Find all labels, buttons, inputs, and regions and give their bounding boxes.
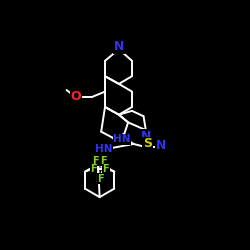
Text: HN: HN (95, 144, 112, 154)
Text: F: F (97, 174, 104, 184)
Text: O: O (70, 90, 81, 104)
Text: N: N (156, 139, 166, 152)
Text: F: F (90, 164, 97, 174)
Text: F: F (102, 164, 109, 174)
Text: N: N (114, 40, 124, 54)
Text: S: S (143, 138, 152, 150)
Text: N: N (141, 130, 151, 143)
Text: F: F (100, 156, 107, 166)
Text: F: F (96, 174, 102, 184)
Text: F: F (92, 156, 99, 166)
Text: HN: HN (113, 134, 131, 144)
